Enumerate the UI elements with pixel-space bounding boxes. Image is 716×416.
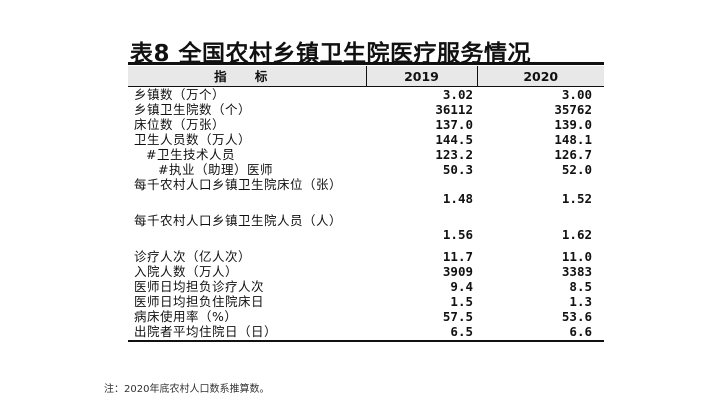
value-2019: 3.02 xyxy=(442,87,473,102)
footnote: 注：2020年底农村人口数系推算数。 xyxy=(104,384,270,395)
value-2020: 35762 xyxy=(554,102,592,117)
row-name: 乡镇数（万个） xyxy=(134,87,226,102)
value-2019: 6.5 xyxy=(366,324,477,342)
value-2020: 3383 xyxy=(561,264,592,279)
value-2020: 8.5 xyxy=(569,279,592,294)
value-2020: 139.0 xyxy=(554,117,592,132)
table-row: 每千农村人口乡镇卫生院床位（张） 1.48 1.52 xyxy=(128,177,604,213)
value-2019: 9.4 xyxy=(450,279,473,294)
value-2020: 1.52 xyxy=(561,190,592,206)
value-2020: 6.6 xyxy=(477,324,604,342)
table-row: 每千农村人口乡镇卫生院人员（人） 1.56 1.62 xyxy=(128,213,604,249)
value-2020: 1.62 xyxy=(561,226,592,242)
table-row: 床位数（万张） 137.0 139.0 xyxy=(128,117,604,132)
row-name: 每千农村人口乡镇卫生院床位（张） xyxy=(134,177,343,192)
table-row: 出院者平均住院日（日） 6.5 6.6 xyxy=(128,324,604,342)
value-2019: 144.5 xyxy=(435,132,473,147)
table-row: 乡镇卫生院数（个） 36112 35762 xyxy=(128,102,604,117)
stats-table: 指 标 2019 2020 乡镇数（万个） 3.02 3.00 乡镇卫生院数（个… xyxy=(128,66,604,342)
row-name: 医师日均担负诊疗人次 xyxy=(134,279,265,294)
value-2019: 11.7 xyxy=(442,249,473,264)
row-name: 病床使用率（%） xyxy=(134,309,238,324)
table-row: 卫生人员数（万人） 144.5 148.1 xyxy=(128,132,604,147)
top-rule xyxy=(128,62,604,65)
value-2020: 126.7 xyxy=(554,147,592,162)
row-name: 医师日均担负住院床日 xyxy=(134,294,265,309)
value-2019: 50.3 xyxy=(442,162,473,177)
value-2020: 52.0 xyxy=(561,162,592,177)
value-2019: 123.2 xyxy=(435,147,473,162)
header-row: 指 标 2019 2020 xyxy=(128,66,604,87)
value-2020: 1.3 xyxy=(569,294,592,309)
row-name: 床位数（万张） xyxy=(134,117,226,132)
value-2020: 148.1 xyxy=(554,132,592,147)
value-2019: 36112 xyxy=(435,102,473,117)
table-row: 诊疗人次（亿人次） 11.7 11.0 xyxy=(128,249,604,264)
header-2019: 2019 xyxy=(365,66,477,87)
value-2019: 57.5 xyxy=(442,309,473,324)
row-name: 乡镇卫生院数（个） xyxy=(134,102,252,117)
table-row: #卫生技术人员 123.2 126.7 xyxy=(128,147,604,162)
row-name: #执业（助理）医师 xyxy=(158,162,273,177)
table-row: 病床使用率（%） 57.5 53.6 xyxy=(128,309,604,324)
row-name: #卫生技术人员 xyxy=(146,147,235,162)
row-name: 每千农村人口乡镇卫生院人员（人） xyxy=(134,213,343,228)
row-name: 出院者平均住院日（日） xyxy=(128,324,366,342)
table-row: 医师日均担负诊疗人次 9.4 8.5 xyxy=(128,279,604,294)
value-2019: 1.5 xyxy=(450,294,473,309)
row-name: 入院人数（万人） xyxy=(134,264,239,279)
value-2020: 53.6 xyxy=(561,309,592,324)
table-row: 乡镇数（万个） 3.02 3.00 xyxy=(128,87,604,103)
value-2019: 137.0 xyxy=(435,117,473,132)
value-2019: 1.56 xyxy=(442,226,473,242)
row-name: 诊疗人次（亿人次） xyxy=(134,249,252,264)
value-2020: 3.00 xyxy=(561,87,592,102)
value-2019: 1.48 xyxy=(442,190,473,206)
table-row: 入院人数（万人） 3909 3383 xyxy=(128,264,604,279)
table-row: 医师日均担负住院床日 1.5 1.3 xyxy=(128,294,604,309)
value-2020: 11.0 xyxy=(561,249,592,264)
value-2019: 3909 xyxy=(442,264,473,279)
header-indicator: 指 标 xyxy=(128,66,366,87)
header-2020: 2020 xyxy=(476,66,604,87)
table-row: #执业（助理）医师 50.3 52.0 xyxy=(128,162,604,177)
row-name: 卫生人员数（万人） xyxy=(134,132,252,147)
